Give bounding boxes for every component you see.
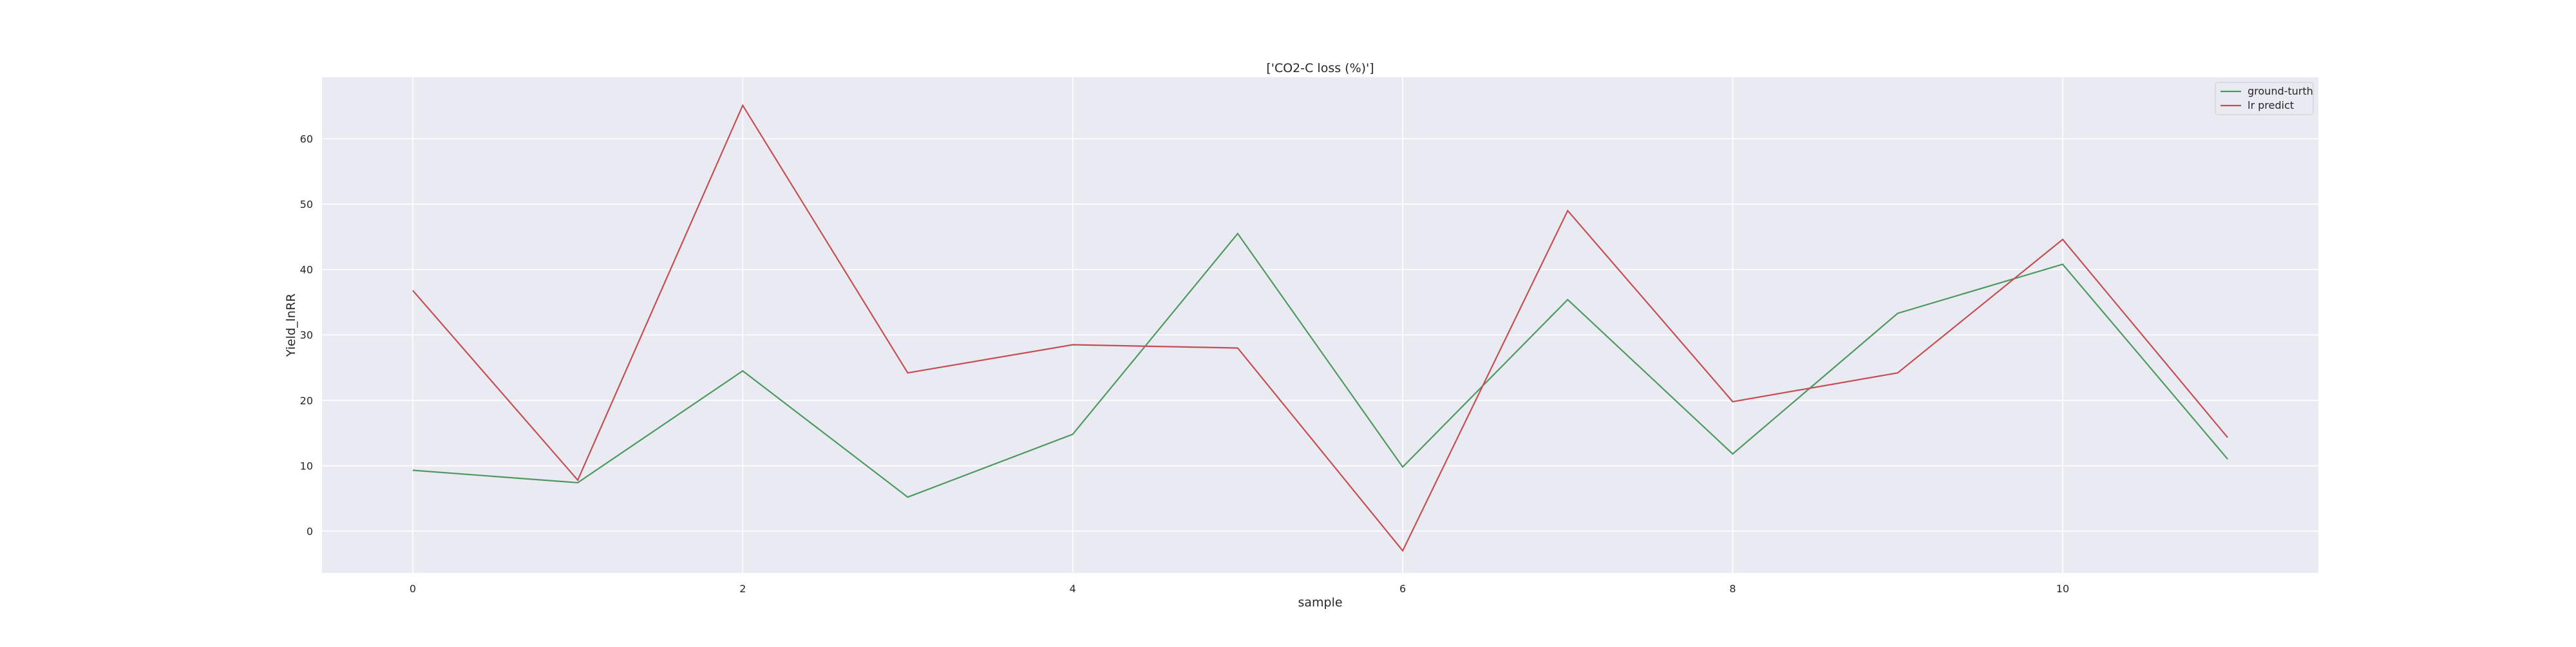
y-tick-label: 40 bbox=[300, 264, 313, 276]
y-tick-label: 50 bbox=[300, 198, 313, 211]
legend: ground-turth lr predict bbox=[2215, 82, 2314, 115]
series-line bbox=[412, 104, 2228, 552]
legend-frame bbox=[2215, 82, 2314, 115]
x-tick-labels: 0 2 4 6 8 10 bbox=[410, 583, 2069, 595]
x-tick-label: 6 bbox=[1399, 583, 1406, 595]
series-line bbox=[412, 232, 2228, 498]
legend-label: lr predict bbox=[2248, 99, 2294, 111]
y-axis-label: Yield_lnRR bbox=[284, 294, 298, 357]
series-layer bbox=[412, 104, 2228, 552]
x-tick-label: 10 bbox=[2056, 583, 2069, 595]
plot-background bbox=[322, 77, 2318, 573]
y-tick-label: 10 bbox=[300, 460, 313, 472]
y-tick-label: 20 bbox=[300, 395, 313, 407]
x-tick-label: 4 bbox=[1070, 583, 1076, 595]
chart-title: ['CO2-C loss (%)'] bbox=[1266, 61, 1374, 75]
x-axis-label: sample bbox=[1298, 595, 1342, 610]
x-tick-label: 8 bbox=[1729, 583, 1736, 595]
y-tick-label: 30 bbox=[300, 329, 313, 341]
y-tick-labels: 0 10 20 30 40 50 60 bbox=[300, 133, 313, 537]
x-tick-label: 0 bbox=[410, 583, 416, 595]
legend-label: ground-turth bbox=[2248, 85, 2313, 97]
y-tick-label: 0 bbox=[307, 525, 313, 538]
x-tick-label: 2 bbox=[739, 583, 746, 595]
y-tick-label: 60 bbox=[300, 133, 313, 145]
grid-lines bbox=[322, 77, 2318, 573]
